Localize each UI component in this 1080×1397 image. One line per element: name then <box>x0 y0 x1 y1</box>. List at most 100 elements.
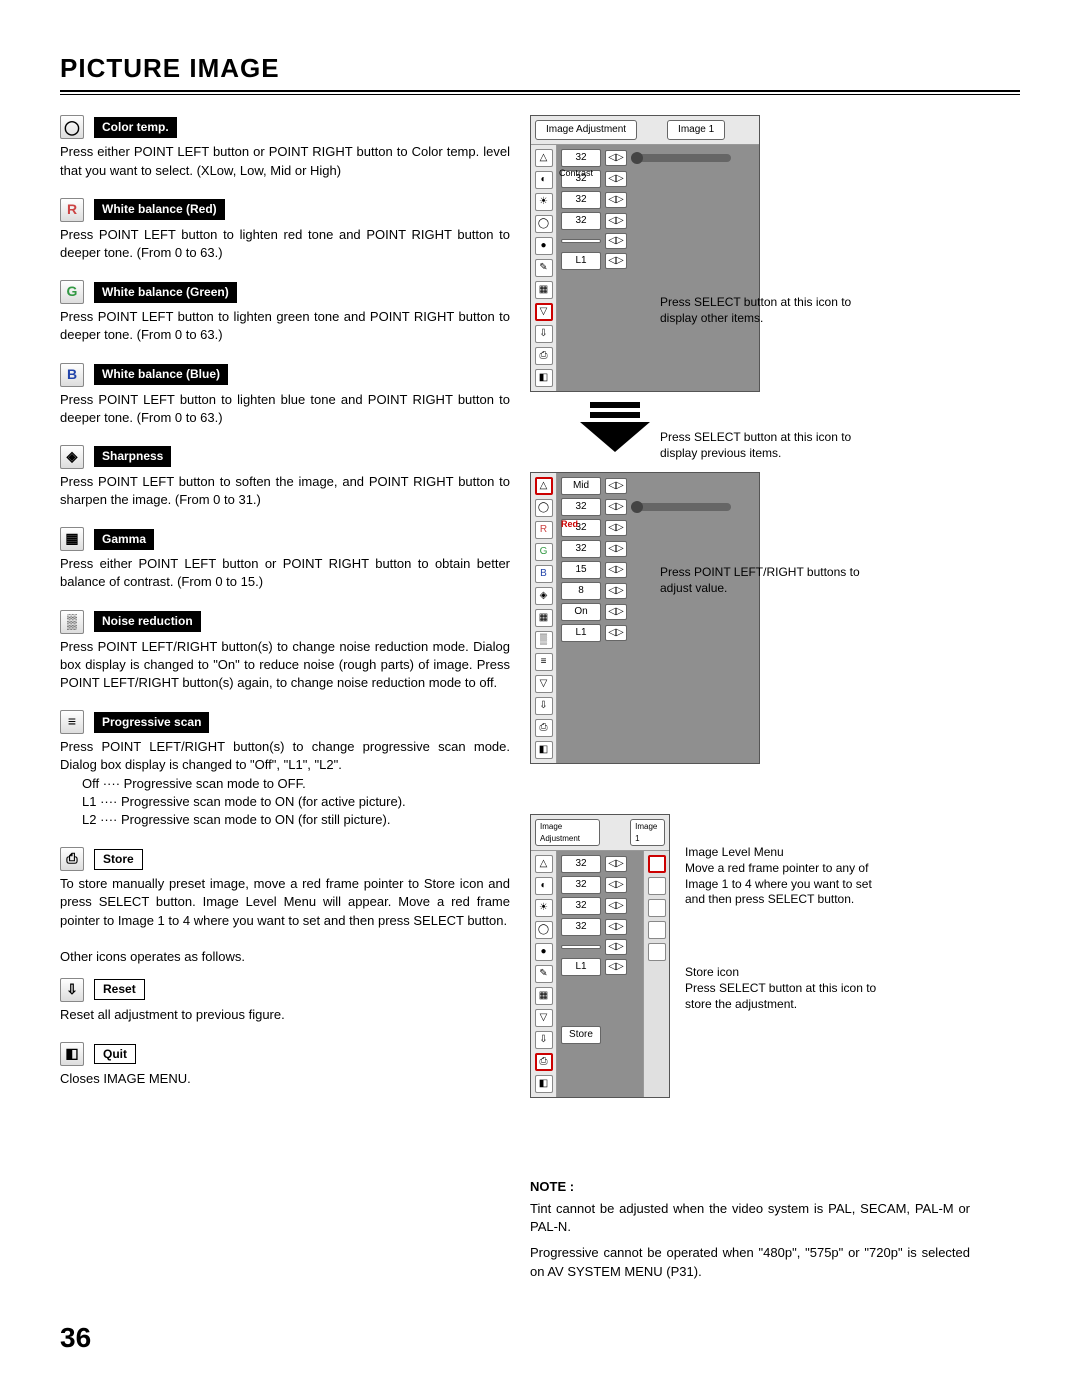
adjust-button[interactable]: ◁▷ <box>605 939 627 955</box>
adjust-button[interactable]: ◁▷ <box>605 959 627 975</box>
menu-icon[interactable]: ⎙ <box>535 719 553 737</box>
adjust-button[interactable]: ◁▷ <box>605 898 627 914</box>
adjust-button[interactable]: ◁▷ <box>605 192 627 208</box>
menu-icon[interactable]: ⇩ <box>535 1031 553 1049</box>
adjust-button[interactable]: ◁▷ <box>605 253 627 269</box>
adjust-button[interactable]: ◁▷ <box>605 625 627 641</box>
level-item[interactable] <box>648 855 666 873</box>
slider[interactable] <box>631 154 731 162</box>
value-display: L1 <box>561 624 601 642</box>
menu-icon[interactable]: ◯ <box>535 921 553 939</box>
menu-icon[interactable]: ◯ <box>535 499 553 517</box>
menu-icon[interactable]: △ <box>535 855 553 873</box>
menu-icon[interactable]: ◯ <box>535 215 553 233</box>
menu-icon[interactable]: ▦ <box>535 609 553 627</box>
level-item[interactable] <box>648 943 666 961</box>
reset-label: Reset <box>94 979 145 1000</box>
section: ◯Color temp.Press either POINT LEFT butt… <box>60 115 510 179</box>
adjust-button[interactable]: ◁▷ <box>605 541 627 557</box>
menu-icon[interactable]: ⇩ <box>535 697 553 715</box>
menu-icon[interactable]: ⎙ <box>535 347 553 365</box>
menu-icon[interactable]: ● <box>535 237 553 255</box>
value-display: 32 <box>561 498 601 516</box>
adjust-button[interactable]: ◁▷ <box>605 604 627 620</box>
level-item[interactable] <box>648 877 666 895</box>
adjustment-row: 32◁▷ <box>561 498 755 516</box>
icon-column: △ ◯ R G B ◈ ▦ ▒ ≡ ▽ ⇩ ⎙ ◧ <box>531 473 557 763</box>
adjustment-row: Mid◁▷ <box>561 477 755 495</box>
menu-icon[interactable]: ≡ <box>535 653 553 671</box>
value-display: 32 <box>561 855 601 873</box>
section-label: Sharpness <box>94 446 171 467</box>
section-icon: ≡ <box>60 710 84 734</box>
menu-icon-selected[interactable]: ▽ <box>535 303 553 321</box>
adjustment-row: L1◁▷ <box>561 252 755 270</box>
section-label: Progressive scan <box>94 712 209 733</box>
adjust-button[interactable]: ◁▷ <box>605 150 627 166</box>
menu-icon[interactable]: ✎ <box>535 259 553 277</box>
note-body-2: Progressive cannot be operated when "480… <box>530 1244 970 1280</box>
adjust-button[interactable]: ◁▷ <box>605 562 627 578</box>
value-display: 32 <box>561 876 601 894</box>
store-icon-selected[interactable]: ⎙ <box>535 1053 553 1071</box>
tab-image-1[interactable]: Image 1 <box>630 819 665 845</box>
adjustment-row: 32◁▷ <box>561 212 755 230</box>
menu-icon[interactable]: ◧ <box>535 741 553 759</box>
adjustment-row: ◁▷ <box>561 233 755 249</box>
adjust-button[interactable]: ◁▷ <box>605 171 627 187</box>
adjust-button[interactable]: ◁▷ <box>605 856 627 872</box>
tab-image-adjustment[interactable]: Image Adjustment <box>535 120 637 140</box>
adjust-button[interactable]: ◁▷ <box>605 233 627 249</box>
adjust-button[interactable]: ◁▷ <box>605 583 627 599</box>
section-body: Press POINT LEFT button to lighten green… <box>60 308 510 344</box>
tab-image-1[interactable]: Image 1 <box>667 120 725 140</box>
left-column: ◯Color temp.Press either POINT LEFT butt… <box>60 115 510 1280</box>
adjust-button[interactable]: ◁▷ <box>605 499 627 515</box>
adjustment-row: 32◁▷ <box>561 149 755 167</box>
adjustment-row: 32◁▷ <box>561 918 639 936</box>
section-icon: ◯ <box>60 115 84 139</box>
menu-icon[interactable]: R <box>535 521 553 539</box>
section-body: Press POINT LEFT button to soften the im… <box>60 473 510 509</box>
menu-icon[interactable]: ● <box>535 943 553 961</box>
adjustment-row: 32◁▷ <box>561 191 755 209</box>
level-item[interactable] <box>648 899 666 917</box>
menu-icon[interactable]: ☀ <box>535 193 553 211</box>
menu-icon[interactable]: ▦ <box>535 987 553 1005</box>
menu-icon[interactable]: ◐ <box>535 171 553 189</box>
adjust-button[interactable]: ◁▷ <box>605 919 627 935</box>
menu-icon[interactable]: ☀ <box>535 899 553 917</box>
value-display: 32 <box>561 212 601 230</box>
menu-icon[interactable]: ◧ <box>535 369 553 387</box>
menu-icon-selected[interactable]: △ <box>535 477 553 495</box>
adjust-button[interactable]: ◁▷ <box>605 213 627 229</box>
divider <box>60 90 1020 92</box>
section-body: Press either POINT LEFT button or POINT … <box>60 143 510 179</box>
adjustment-row: 32◁▷ <box>561 897 639 915</box>
menu-icon[interactable]: G <box>535 543 553 561</box>
menu-icon[interactable]: ▦ <box>535 281 553 299</box>
arrow-down-icon <box>580 402 650 462</box>
menu-icon[interactable]: ▽ <box>535 675 553 693</box>
adjust-button[interactable]: ◁▷ <box>605 877 627 893</box>
slider[interactable] <box>631 503 731 511</box>
callout-2b: Press POINT LEFT/RIGHT buttons to adjust… <box>660 565 860 596</box>
list-item: Off ···· Progressive scan mode to OFF. <box>82 775 510 793</box>
menu-icon[interactable]: ◐ <box>535 877 553 895</box>
tab-image-adjustment[interactable]: Image Adjustment <box>535 819 600 845</box>
menu-icon[interactable]: ⇩ <box>535 325 553 343</box>
menu-icon[interactable]: △ <box>535 149 553 167</box>
menu-icon[interactable]: ▽ <box>535 1009 553 1027</box>
adjust-button[interactable]: ◁▷ <box>605 478 627 494</box>
menu-icon[interactable]: ▒ <box>535 631 553 649</box>
section-label: Noise reduction <box>94 611 201 632</box>
value-display: 32 <box>561 897 601 915</box>
menu-icon[interactable]: B <box>535 565 553 583</box>
level-item[interactable] <box>648 921 666 939</box>
value-display: L1 <box>561 252 601 270</box>
menu-icon[interactable]: ◈ <box>535 587 553 605</box>
menu-icon[interactable]: ◧ <box>535 1075 553 1093</box>
adjust-button[interactable]: ◁▷ <box>605 520 627 536</box>
menu-icon[interactable]: ✎ <box>535 965 553 983</box>
section-label: White balance (Red) <box>94 199 225 220</box>
